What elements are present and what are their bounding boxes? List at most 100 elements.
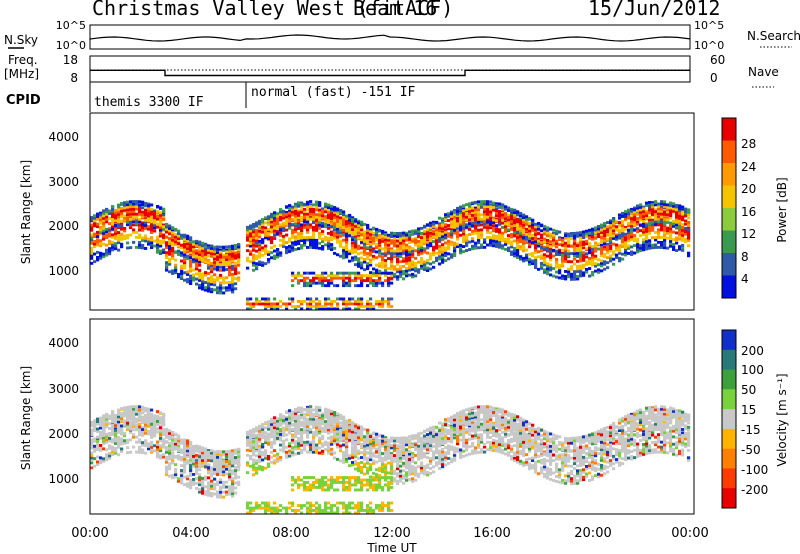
heatmap-cell (171, 226, 175, 230)
heatmap-cell (123, 237, 127, 240)
heatmap-cell (549, 240, 553, 244)
heatmap-cell (534, 233, 538, 236)
heatmap-cell (177, 232, 181, 235)
heatmap-cell (288, 237, 292, 241)
heatmap-cell (156, 225, 160, 229)
heatmap-cell (273, 226, 277, 230)
heatmap-cell (417, 227, 421, 231)
heatmap-cell (438, 216, 442, 220)
heatmap-cell (189, 441, 193, 444)
heatmap-cell (234, 277, 238, 281)
heatmap-cell (681, 231, 685, 235)
heatmap-cell (384, 243, 388, 247)
heatmap-cell (552, 242, 556, 245)
heatmap-cell (219, 480, 223, 484)
heatmap-cell (204, 462, 208, 466)
heatmap-cell (606, 225, 610, 229)
heatmap-cell (417, 235, 421, 238)
heatmap-cell (513, 252, 517, 255)
heatmap-cell (153, 229, 157, 233)
heatmap-cell (459, 246, 463, 250)
heatmap-cell (609, 221, 613, 225)
heatmap-cell (393, 244, 397, 248)
heatmap-cell (267, 215, 271, 219)
heatmap-cell (342, 218, 346, 221)
heatmap-cell (231, 254, 235, 258)
heatmap-cell (183, 263, 187, 267)
heatmap-cell (642, 220, 646, 223)
heatmap-cell (144, 227, 148, 230)
heatmap-cell (213, 260, 217, 264)
heatmap-cell (210, 474, 214, 478)
heatmap-cell (147, 206, 151, 210)
heatmap-cell (372, 226, 376, 230)
heatmap-cell (198, 447, 202, 451)
heatmap-cell (108, 451, 112, 455)
heatmap-cell (324, 235, 328, 239)
heatmap-cell (99, 251, 103, 255)
heatmap-cell (324, 215, 328, 219)
heatmap-cell (357, 284, 361, 288)
heatmap-cell (171, 229, 175, 233)
heatmap-cell (237, 457, 241, 461)
heatmap-cell (528, 242, 532, 246)
heatmap-cell (489, 200, 493, 204)
heatmap-cell (183, 457, 187, 461)
heatmap-cell (108, 209, 112, 213)
cpid-label: CPID (6, 93, 41, 108)
heatmap-cell (654, 217, 658, 221)
heatmap-cell (204, 455, 208, 458)
heatmap-cell (159, 239, 163, 243)
heatmap-cell (456, 209, 460, 213)
heatmap-cell (582, 251, 586, 255)
heatmap-cell (147, 432, 151, 436)
heatmap-cell (354, 263, 358, 267)
heatmap-cell (306, 212, 310, 216)
heatmap-cell (339, 276, 343, 280)
heatmap-cell (450, 235, 454, 239)
heatmap-cell (522, 241, 526, 245)
heatmap-cell (513, 234, 517, 238)
heatmap-cell (348, 213, 352, 217)
heatmap-cell (90, 236, 94, 239)
heatmap-cell (651, 213, 655, 216)
heatmap-cell (609, 223, 613, 227)
heatmap-cell (294, 235, 298, 239)
heatmap-cell (684, 230, 688, 234)
heatmap-cell (189, 242, 193, 245)
heatmap-cell (96, 217, 100, 221)
heatmap-cell (165, 256, 169, 260)
heatmap-cell (438, 224, 442, 228)
heatmap-cell (678, 216, 682, 220)
heatmap-cell (420, 262, 424, 265)
heatmap-cell (222, 268, 226, 272)
heatmap-cell (300, 210, 304, 214)
heatmap-cell (597, 242, 601, 246)
heatmap-cell (651, 236, 655, 240)
heatmap-cell (621, 245, 625, 248)
heatmap-cell (468, 224, 472, 228)
heatmap-cell (171, 476, 175, 480)
heatmap-cell (345, 227, 349, 231)
heatmap-cell (594, 226, 598, 230)
heatmap-cell (309, 203, 313, 207)
heatmap-cell (618, 231, 622, 234)
heatmap-cell (618, 216, 622, 220)
heatmap-cell (249, 229, 253, 233)
heatmap-cell (270, 212, 274, 216)
heatmap-cell (495, 224, 499, 228)
heatmap-cell (195, 476, 199, 480)
heatmap-cell (309, 243, 313, 247)
heatmap-cell (288, 244, 292, 248)
heatmap-cell (384, 233, 388, 237)
heatmap-cell (174, 271, 178, 275)
heatmap-cell (102, 255, 106, 259)
heatmap-cell (687, 216, 691, 220)
freq-tick-top: 18 (63, 53, 78, 67)
heatmap-cell (105, 215, 109, 219)
heatmap-cell (129, 222, 133, 226)
heatmap-cell (591, 253, 595, 257)
heatmap-cell (258, 235, 262, 239)
heatmap-cell (183, 450, 187, 454)
heatmap-cell (237, 260, 241, 264)
